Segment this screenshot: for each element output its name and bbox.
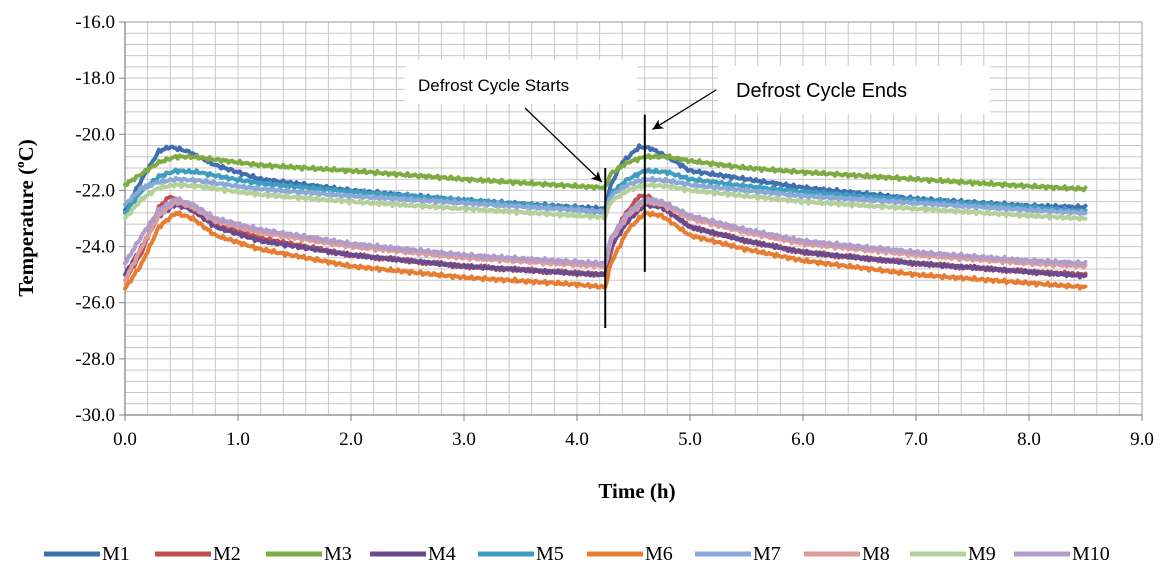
legend-label-m2: M2 [213,543,241,565]
x-tick-label: 9.0 [1130,429,1154,450]
y-tick-label: -18.0 [75,68,115,89]
legend: M1 M2 M3 M4 M5 M6 M7 M8 M9 M10 [44,543,1110,565]
legend-label-m5: M5 [536,543,564,565]
legend-label-m9: M9 [968,543,996,565]
x-tick-label: 8.0 [1017,429,1041,450]
y-tick-label: -22.0 [75,180,115,201]
x-tick-label: 6.0 [791,429,815,450]
y-tick-label: -28.0 [75,349,115,370]
y-tick-label: -30.0 [75,405,115,426]
defrost-end-arrow [652,89,717,131]
y-axis-title-sup: o [12,161,27,168]
defrost-end-label: Defrost Cycle Ends [736,80,907,102]
y-tick-label: -26.0 [75,293,115,314]
defrost-start-arrow [524,107,603,183]
defrost-start-label-box [405,60,637,104]
x-tick-label: 2.0 [339,429,363,450]
x-tick-label: 1.0 [226,429,250,450]
legend-label-m3: M3 [324,543,352,565]
y-axis-title: Temperature (oC) [12,139,38,297]
x-tick-label: 5.0 [678,429,702,450]
annotations: Defrost Cycle Starts Defrost Cycle Ends [405,60,990,328]
y-tick-label: -20.0 [75,124,115,145]
defrost-end-label-box [718,66,990,114]
legend-label-m1: M1 [102,543,130,565]
legend-label-m4: M4 [428,543,456,565]
defrost-start-label: Defrost Cycle Starts [418,76,569,95]
y-axis-title-end: C) [14,139,38,161]
legend-label-m7: M7 [753,543,781,565]
axes: -16.0 -18.0 -20.0 -22.0 -24.0 -26.0 -28.0 -30.0… [75,12,1153,450]
y-tick-label: -16.0 [75,12,115,33]
x-axis-title: Time (h) [598,479,675,503]
legend-label-m10: M10 [1072,543,1110,565]
x-tick-label: 3.0 [452,429,476,450]
x-tick-label: 4.0 [565,429,589,450]
x-tick-label: 7.0 [904,429,928,450]
axis-labels: Time (h) Temperature (oC) [12,139,676,503]
y-axis-title-main: Temperature ( [14,168,38,297]
y-tick-label: -24.0 [75,237,115,258]
legend-label-m8: M8 [862,543,890,565]
x-tick-label: 0.0 [113,429,137,450]
legend-label-m6: M6 [645,543,673,565]
